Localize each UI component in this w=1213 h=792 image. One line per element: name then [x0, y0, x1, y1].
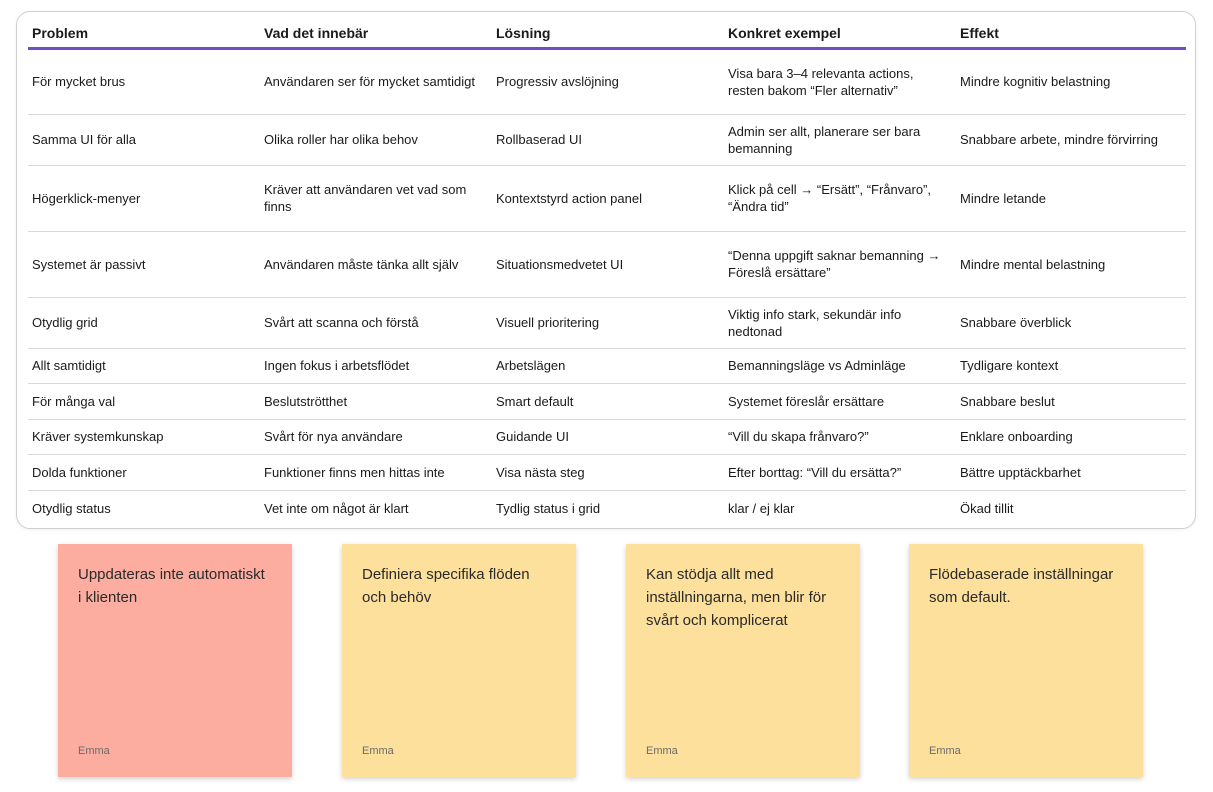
- cell-example: Visa bara 3–4 relevanta actions, resten …: [724, 48, 956, 115]
- cell-meaning: Svårt att scanna och förstå: [260, 297, 492, 349]
- sticky-note-4[interactable]: Flödebaserade inställningar som default.…: [909, 544, 1143, 777]
- cell-example: Efter borttag: “Vill du ersätta?”: [724, 454, 956, 491]
- cell-effect: Ökad tillit: [960, 500, 1014, 516]
- table-row: Dolda funktioner Funktioner finns men hi…: [28, 454, 1186, 491]
- problem-solution-table: Problem Vad det innebär Lösning Konkret …: [28, 20, 1186, 526]
- cell-effect: Bättre upptäckbarhet: [956, 454, 1186, 491]
- cell-meaning: Beslutströtthet: [260, 383, 492, 420]
- table-row: Högerklick-menyer Kräver att användaren …: [28, 165, 1186, 232]
- cell-effect: Mindre mental belastning: [956, 231, 1186, 298]
- cell-problem: Dolda funktioner: [28, 454, 260, 491]
- table-body: För mycket brus Användaren ser för mycke…: [28, 48, 1186, 526]
- cell-meaning: Svårt för nya användare: [260, 419, 492, 455]
- sticky-note-text: Uppdateras inte automatiskt i klienten: [78, 566, 265, 606]
- sticky-note-author: Emma: [362, 745, 394, 757]
- sticky-note-3[interactable]: Kan stödja allt med inställningarna, men…: [626, 544, 860, 777]
- cell-solution: Visuell prioritering: [492, 297, 724, 349]
- header-solution: Lösning: [492, 20, 724, 50]
- header-example: Konkret exempel: [724, 20, 956, 50]
- cell-meaning: Kräver att användaren vet vad som finns: [260, 165, 492, 232]
- cell-problem: Otydlig grid: [28, 297, 260, 349]
- cell-meaning: Ingen fokus i arbetsflödet: [260, 348, 492, 384]
- cell-problem: Systemet är passivt: [28, 231, 260, 298]
- header-meaning: Vad det innebär: [260, 20, 492, 50]
- sticky-note-1[interactable]: Uppdateras inte automatiskt i klienten E…: [58, 544, 292, 777]
- cell-problem: Kräver systemkunskap: [28, 419, 260, 455]
- problem-solution-table-card[interactable]: Problem Vad det innebär Lösning Konkret …: [16, 11, 1196, 529]
- cell-solution: Arbetslägen: [492, 348, 724, 384]
- cell-solution: Situationsmedvetet UI: [492, 231, 724, 298]
- cell-effect: Snabbare beslut: [956, 383, 1186, 420]
- cell-solution: Visa nästa steg: [492, 454, 724, 491]
- header-problem: Problem: [28, 20, 260, 50]
- cell-meaning: Funktioner finns men hittas inte: [260, 454, 492, 491]
- cell-solution: Kontextstyrd action panel: [492, 165, 724, 232]
- cell-problem: För många val: [28, 383, 260, 420]
- table-row: Allt samtidigt Ingen fokus i arbetsflöde…: [28, 348, 1186, 384]
- cell-problem: Otydlig status: [32, 500, 111, 516]
- table-row: Otydlig grid Svårt att scanna och förstå…: [28, 297, 1186, 349]
- cell-problem: För mycket brus: [28, 48, 260, 115]
- sticky-note-text: Definiera specifika flöden och behöv: [362, 566, 530, 606]
- sticky-note-author: Emma: [646, 745, 678, 757]
- cell-effect: Mindre letande: [956, 165, 1186, 232]
- cell-example: Bemanningsläge vs Adminläge: [724, 348, 956, 384]
- sticky-note-2[interactable]: Definiera specifika flöden och behöv Emm…: [342, 544, 576, 777]
- cell-problem: Allt samtidigt: [28, 348, 260, 384]
- table-row: Samma UI för alla Olika roller har olika…: [28, 114, 1186, 166]
- table-row: Systemet är passivt Användaren måste tän…: [28, 231, 1186, 298]
- cell-meaning: Användaren måste tänka allt själv: [260, 231, 492, 298]
- cell-meaning: Vet inte om något är klart: [264, 500, 409, 516]
- table-row: Otydlig status Vet inte om något är klar…: [28, 490, 1186, 526]
- cell-solution: Tydlig status i grid: [496, 500, 601, 516]
- cell-example: Systemet föreslår ersättare: [724, 383, 956, 420]
- sticky-note-author: Emma: [929, 745, 961, 757]
- cell-example: Klick på cell → “Ersätt”, “Frånvaro”, “Ä…: [724, 165, 956, 232]
- table-header-row: Problem Vad det innebär Lösning Konkret …: [28, 20, 1186, 50]
- cell-solution: Guidande UI: [492, 419, 724, 455]
- cell-example: “Vill du skapa frånvaro?”: [724, 419, 956, 455]
- cell-meaning: Användaren ser för mycket samtidigt: [260, 48, 492, 115]
- cell-example: Viktig info stark, sekundär info nedtona…: [724, 297, 956, 349]
- cell-meaning: Olika roller har olika behov: [260, 114, 492, 166]
- cell-problem: Samma UI för alla: [28, 114, 260, 166]
- cell-effect: Snabbare överblick: [956, 297, 1186, 349]
- sticky-note-text: Kan stödja allt med inställningarna, men…: [646, 566, 827, 629]
- table-row: För många val Beslutströtthet Smart defa…: [28, 383, 1186, 420]
- table-row: För mycket brus Användaren ser för mycke…: [28, 48, 1186, 115]
- cell-solution: Rollbaserad UI: [492, 114, 724, 166]
- cell-solution: Progressiv avslöjning: [492, 48, 724, 115]
- sticky-note-text: Flödebaserade inställningar som default.: [929, 566, 1114, 606]
- table-row: Kräver systemkunskap Svårt för nya använ…: [28, 419, 1186, 455]
- sticky-note-author: Emma: [78, 745, 110, 757]
- header-effect: Effekt: [956, 20, 1186, 50]
- cell-effect: Enklare onboarding: [956, 419, 1186, 455]
- cell-example: klar / ej klar: [728, 500, 795, 516]
- cell-effect: Tydligare kontext: [956, 348, 1186, 384]
- cell-effect: Snabbare arbete, mindre förvirring: [956, 114, 1186, 166]
- cell-example: “Denna uppgift saknar bemanning → Föresl…: [724, 231, 956, 298]
- cell-example: Admin ser allt, planerare ser bara beman…: [724, 114, 956, 166]
- cell-effect: Mindre kognitiv belastning: [956, 48, 1186, 115]
- cell-solution: Smart default: [492, 383, 724, 420]
- cell-problem: Högerklick-menyer: [28, 165, 260, 232]
